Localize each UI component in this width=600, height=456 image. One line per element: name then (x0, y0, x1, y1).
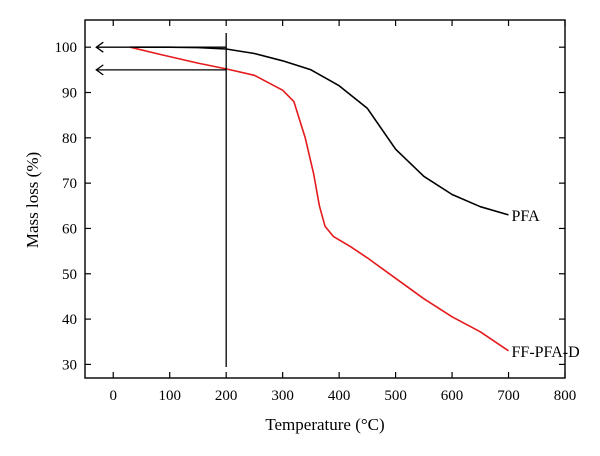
x-axis-title: Temperature (°C) (265, 415, 384, 434)
x-tick-label: 700 (497, 388, 520, 404)
y-tick-label: 80 (62, 131, 77, 147)
y-tick-label: 60 (62, 221, 77, 237)
x-tick-label: 400 (328, 388, 351, 404)
series-lines (130, 46, 509, 352)
arrow-head-icon (95, 64, 104, 76)
x-tick-label: 200 (215, 388, 238, 404)
plot-frame (84, 19, 566, 379)
x-tick-label: 800 (554, 388, 577, 404)
ticks (85, 20, 566, 378)
y-tick-label: 100 (55, 40, 78, 56)
series-line-ff-pfa-d (130, 46, 509, 352)
annotations (95, 33, 227, 367)
series-labels: PFA FF-PFA-D (512, 208, 580, 361)
series-line-pfa (130, 46, 509, 216)
tick-labels: 0 100 200 300 400 500 600 700 800 30 40 50 60 70 80 90 1… (55, 40, 577, 404)
y-tick-label: 40 (62, 312, 77, 328)
y-tick-label: 50 (62, 267, 77, 283)
x-tick-label: 100 (158, 388, 181, 404)
series-label: FF-PFA-D (512, 344, 580, 361)
series-label: PFA (512, 208, 541, 225)
x-tick-label: 500 (384, 388, 407, 404)
arrow-head-icon (95, 41, 104, 53)
y-tick-label: 30 (62, 357, 77, 373)
y-axis-title: Mass loss (%) (23, 152, 42, 248)
y-tick-label: 70 (62, 176, 77, 192)
y-tick-label: 90 (62, 86, 77, 102)
x-tick-label: 0 (109, 388, 117, 404)
x-tick-label: 300 (271, 388, 294, 404)
x-tick-label: 600 (441, 388, 464, 404)
